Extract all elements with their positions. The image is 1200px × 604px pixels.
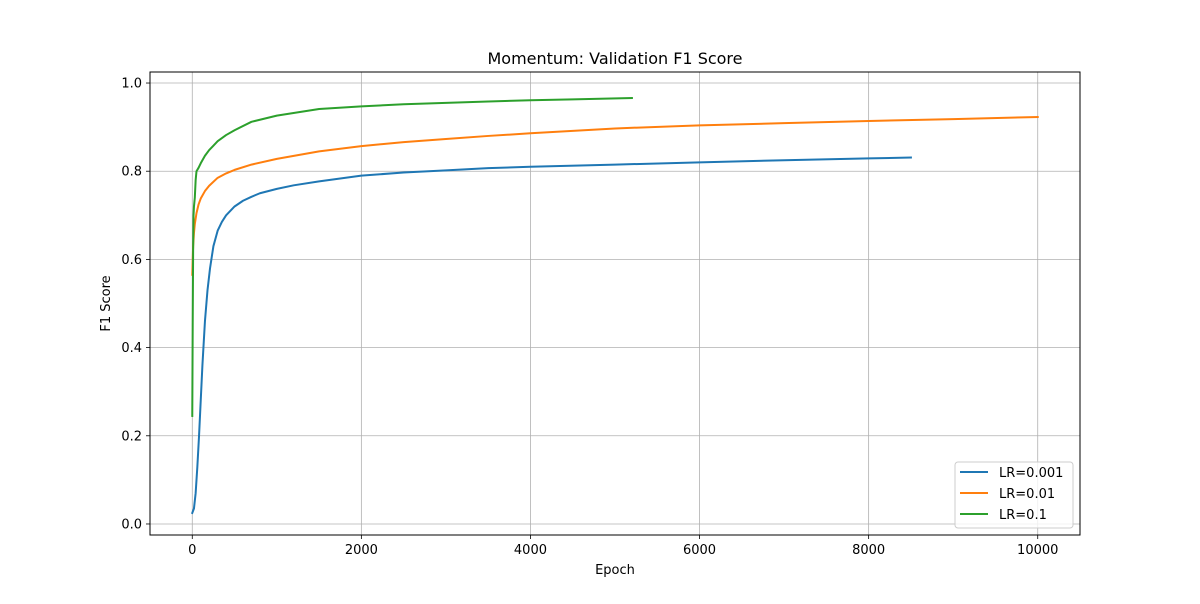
series-line-lr-0.1	[191, 96, 633, 417]
series-line-lr-0.01	[191, 115, 1039, 276]
y-axis-label: F1 Score	[99, 275, 114, 331]
x-tick-label: 6000	[683, 543, 716, 558]
y-tick-label: 1.0	[121, 77, 142, 92]
series-layer	[190, 96, 1039, 515]
x-tick-label: 4000	[514, 543, 547, 558]
legend-box	[954, 461, 1074, 529]
y-tick-label: 0.8	[121, 165, 142, 180]
axis-layer: 0 2000 4000 6000 8000 10000 0.0 0.2 0.4 0.6 0.8 1.0	[121, 77, 1058, 558]
grid-layer	[150, 72, 1080, 535]
x-tick-label: 2000	[345, 543, 378, 558]
y-tick-label: 0.0	[121, 517, 142, 532]
y-tick-label: 0.4	[121, 341, 142, 356]
y-tick-label: 0.2	[121, 429, 142, 444]
plot-frame	[149, 71, 1081, 536]
chart-title: Momentum: Validation F1 Score	[487, 49, 742, 68]
legend: LR=0.001 LR=0.01 LR=0.1	[954, 461, 1074, 529]
legend-label-lr-0.001: LR=0.001	[999, 466, 1063, 481]
legend-label-lr-0.1: LR=0.1	[999, 508, 1047, 523]
x-tick-label: 8000	[852, 543, 885, 558]
x-axis-label: Epoch	[595, 563, 635, 578]
series-line-lr-0.001	[190, 156, 912, 515]
legend-label-lr-0.01: LR=0.01	[999, 487, 1055, 502]
y-tick-label: 0.6	[121, 253, 142, 268]
x-tick-label: 10000	[1017, 543, 1058, 558]
x-tick-label: 0	[188, 543, 196, 558]
